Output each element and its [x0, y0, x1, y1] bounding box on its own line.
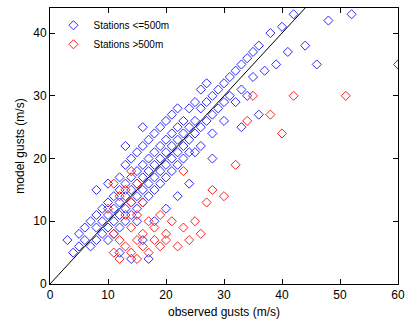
svg-text:0: 0: [47, 288, 54, 302]
svg-text:50: 50: [333, 288, 347, 302]
svg-text:30: 30: [217, 288, 231, 302]
svg-text:40: 40: [33, 26, 47, 40]
svg-text:Stations <=500m: Stations <=500m: [93, 20, 169, 31]
svg-text:30: 30: [33, 89, 47, 103]
svg-text:20: 20: [159, 288, 173, 302]
svg-text:0: 0: [40, 277, 47, 291]
svg-text:observed gusts (m/s): observed gusts (m/s): [168, 305, 280, 319]
svg-text:60: 60: [391, 288, 405, 302]
svg-text:40: 40: [275, 288, 289, 302]
svg-text:10: 10: [101, 288, 115, 302]
svg-text:20: 20: [33, 152, 47, 166]
svg-text:10: 10: [33, 214, 47, 228]
svg-text:model gusts (m/s): model gusts (m/s): [13, 98, 27, 193]
svg-text:Stations >500m: Stations >500m: [93, 39, 163, 50]
